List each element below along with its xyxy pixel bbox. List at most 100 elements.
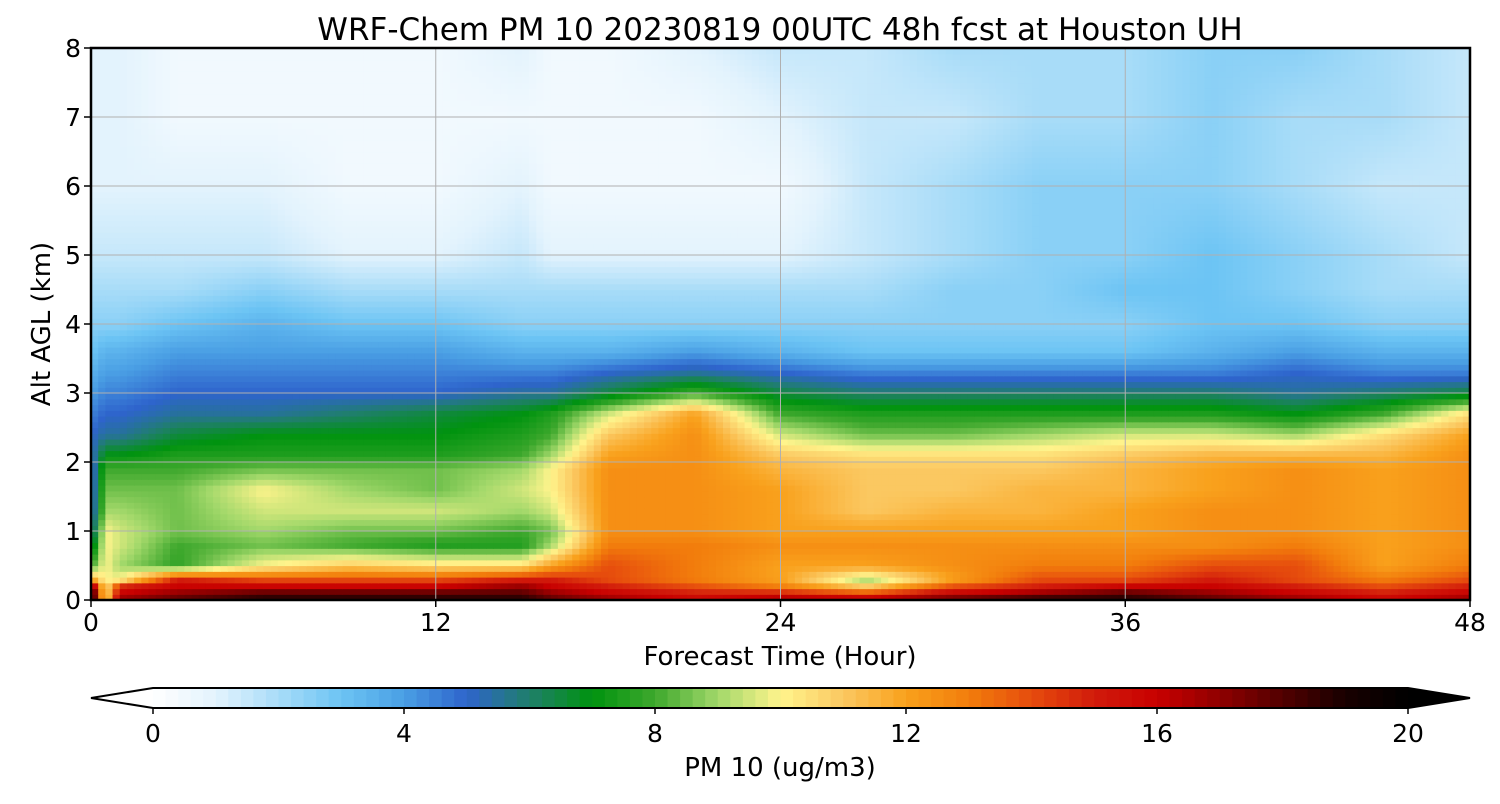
heatmap-cell [241, 542, 250, 549]
heatmap-cell [442, 467, 451, 475]
heatmap-cell [371, 565, 379, 572]
heatmap-cell [205, 508, 214, 515]
heatmap-cell [270, 490, 279, 498]
heatmap-cell [1390, 548, 1399, 555]
heatmap-cell [1161, 479, 1169, 486]
heatmap-cell [1326, 588, 1335, 595]
heatmap-cell [414, 536, 422, 544]
heatmap-cell [457, 577, 466, 584]
heatmap-cell [974, 467, 983, 475]
heatmap-cell [1074, 577, 1083, 584]
heatmap-cell [1232, 536, 1241, 544]
heatmap-cell [1017, 456, 1026, 463]
heatmap-cell [514, 531, 523, 538]
heatmap-cell [1297, 473, 1306, 480]
heatmap-cell [593, 565, 602, 572]
heatmap-cell [213, 542, 221, 549]
heatmap-cell [1347, 485, 1356, 492]
heatmap-cell [500, 582, 509, 590]
heatmap-cell [629, 554, 638, 561]
heatmap-cell [931, 513, 940, 521]
heatmap-cell [1268, 473, 1277, 480]
heatmap-cell [148, 479, 157, 486]
heatmap-cell [1412, 548, 1421, 555]
heatmap-cell [450, 490, 458, 498]
heatmap-cell [521, 519, 530, 526]
heatmap-cell [1261, 450, 1270, 457]
heatmap-cell [701, 479, 710, 486]
heatmap-cell [177, 479, 185, 486]
heatmap-cell [414, 588, 422, 595]
heatmap-cell [442, 571, 451, 578]
heatmap-cell [1297, 565, 1306, 572]
heatmap-cell [435, 531, 444, 538]
heatmap-cell [593, 502, 602, 509]
heatmap-cell [1067, 462, 1076, 469]
heatmap-cell [227, 513, 236, 521]
heatmap-cell [457, 588, 466, 595]
heatmap-cell [155, 565, 164, 572]
heatmap-cell [342, 450, 351, 457]
heatmap-cell [1017, 502, 1026, 509]
heatmap-cell [313, 485, 322, 492]
heatmap-cell [557, 565, 566, 572]
heatmap-cell [873, 577, 882, 584]
heatmap-cell [608, 462, 616, 469]
heatmap-cell [1017, 559, 1026, 567]
heatmap-cell [1412, 485, 1421, 492]
heatmap-cell [644, 485, 652, 492]
heatmap-cell [802, 502, 810, 509]
heatmap-cell [1290, 525, 1299, 532]
heatmap-cell [794, 571, 803, 578]
heatmap-cell [1110, 490, 1119, 498]
heatmap-cell [155, 554, 164, 561]
heatmap-cell [256, 462, 264, 469]
heatmap-cell [644, 542, 652, 549]
heatmap-cell [1319, 519, 1327, 526]
heatmap-cell [134, 565, 142, 572]
heatmap-cell [1039, 490, 1047, 498]
heatmap-cell [450, 479, 458, 486]
heatmap-cell [1441, 485, 1450, 492]
heatmap-cell [435, 456, 444, 463]
heatmap-cell [198, 559, 207, 567]
heatmap-cell [974, 525, 983, 532]
heatmap-cell [1110, 519, 1119, 526]
heatmap-cell [536, 531, 545, 538]
heatmap-cell [1096, 588, 1105, 595]
heatmap-cell [227, 502, 236, 509]
heatmap-cell [751, 485, 760, 492]
heatmap-cell [1355, 479, 1363, 486]
heatmap-cell [486, 594, 494, 600]
heatmap-cell [177, 531, 185, 538]
heatmap-cell [960, 473, 968, 480]
heatmap-cell [536, 548, 545, 555]
heatmap-cell [952, 462, 961, 469]
heatmap-cell [134, 450, 142, 457]
heatmap-cell [1204, 485, 1213, 492]
heatmap-cell [148, 490, 157, 498]
heatmap-cell [823, 473, 832, 480]
heatmap-cell [586, 542, 595, 549]
heatmap-cell [952, 519, 961, 526]
heatmap-cell [270, 594, 279, 600]
heatmap-cell [967, 508, 976, 515]
heatmap-cell [780, 536, 789, 544]
heatmap-cell [162, 536, 171, 544]
heatmap-cell [1426, 594, 1435, 600]
heatmap-cell [1369, 479, 1378, 486]
heatmap-cell [1232, 582, 1241, 590]
heatmap-cell [256, 536, 264, 544]
heatmap-cell [593, 467, 602, 475]
heatmap-cell [256, 577, 264, 584]
heatmap-cell [105, 554, 114, 561]
heatmap-cell [730, 548, 738, 555]
heatmap-cell [399, 571, 408, 578]
heatmap-cell [565, 559, 573, 567]
heatmap-cell [1290, 588, 1299, 595]
heatmap-cell [658, 496, 667, 503]
heatmap-cell [1074, 496, 1083, 503]
heatmap-cell [873, 536, 882, 544]
heatmap-cell [758, 508, 767, 515]
heatmap-cell [1161, 559, 1169, 567]
